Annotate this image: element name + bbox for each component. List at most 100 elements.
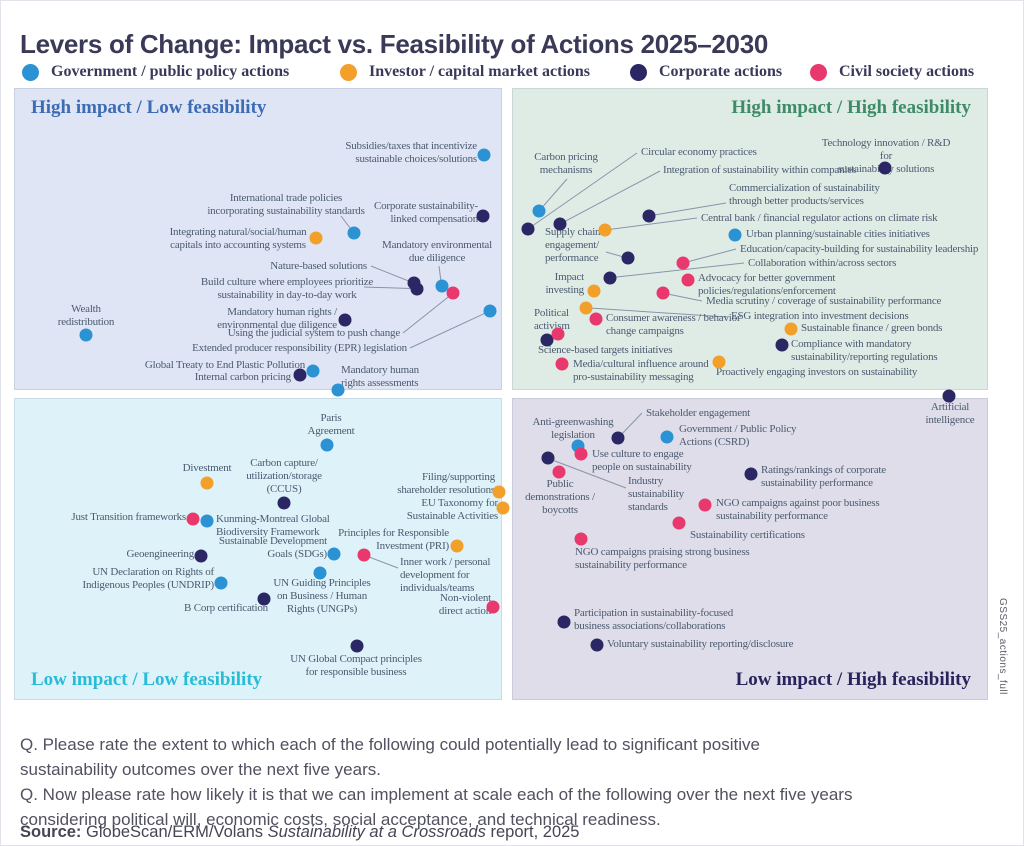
chart-point-label: Industry sustainability standards	[628, 475, 684, 513]
footer-question-1: Q. Please rate the extent to which each …	[20, 735, 760, 779]
chart-point	[552, 465, 566, 479]
chart-point	[676, 256, 690, 270]
chart-point-label: Mandatory environmental due diligence	[382, 239, 492, 264]
chart-point	[186, 512, 200, 526]
chart-point	[656, 286, 670, 300]
chart-point	[492, 485, 506, 499]
legend-label: Investor / capital market actions	[369, 63, 591, 80]
chart-point	[293, 368, 307, 382]
quadrant-bl: Low impact / Low feasibility	[14, 398, 502, 700]
chart-point	[681, 273, 695, 287]
chart-point-label: Commercialization of sustainability thro…	[729, 182, 880, 207]
chart-point	[540, 333, 554, 347]
chart-point-label: Filing/supporting shareholder resolution…	[397, 471, 495, 496]
chart-point	[553, 217, 567, 231]
chart-point-label: Sustainability certifications	[690, 529, 805, 541]
chart-point-label: Political activism	[534, 307, 570, 332]
chart-point	[532, 204, 546, 218]
chart-point-label: Geoengineering	[126, 548, 195, 560]
chart-point-label: Carbon pricing mechanisms	[534, 151, 598, 176]
chart-point	[313, 566, 327, 580]
source-line: Source: GlobeScan/ERM/Volans Sustainabil…	[20, 823, 579, 842]
chart-point-label: Mandatory human rights / environmental d…	[217, 306, 337, 331]
chart-point-label: Use culture to engage people on sustaina…	[592, 448, 692, 473]
chart-point	[477, 148, 491, 162]
chart-point-label: Principles for Responsible Investment (P…	[338, 527, 449, 552]
chart-point-label: Circular economy practices	[641, 146, 757, 158]
chart-point	[728, 228, 742, 242]
chart-point-label: Education/capacity-building for sustaina…	[740, 243, 979, 255]
chart-point	[598, 223, 612, 237]
chart-point	[555, 357, 569, 371]
chart-point	[496, 501, 510, 515]
chart-point	[410, 282, 424, 296]
chart-point	[338, 313, 352, 327]
chart-legend: Government / public policy actions Invest…	[0, 60, 1024, 84]
chart-point	[214, 576, 228, 590]
chart-point-label: Non-violent direct action	[438, 592, 491, 617]
footer-question-2: Q. Now please rate how likely it is that…	[20, 785, 853, 829]
legend-item: Government / public policy actions	[22, 60, 289, 84]
chart-point-label: Integrating natural/social/human capital…	[169, 226, 307, 251]
chart-point	[541, 451, 555, 465]
legend-label: Government / public policy actions	[51, 63, 290, 80]
chart-point	[642, 209, 656, 223]
legend-item: Investor / capital market actions	[340, 60, 590, 84]
chart-point-label: Carbon capture/ utilization/storage (CCU…	[246, 457, 322, 495]
legend-item: Corporate actions	[630, 60, 782, 84]
chart-point-label: Compliance with mandatory sustainability…	[791, 338, 938, 363]
chart-point-label: Paris Agreement	[307, 412, 355, 437]
chart-point-label: Science-based targets initiatives	[538, 344, 673, 356]
chart-point	[603, 271, 617, 285]
chart-point-label: International trade policies incorporati…	[207, 192, 365, 217]
quadrant-label-high-impact-high-feasibility: High impact / High feasibility	[731, 97, 971, 118]
source-report-name: Sustainability at a Crossroads	[267, 822, 486, 841]
chart-point-label: B Corp certification	[184, 602, 268, 614]
chart-point	[574, 447, 588, 461]
chart-point	[775, 338, 789, 352]
chart-point-label: Stakeholder engagement	[646, 407, 751, 419]
chart-point	[327, 547, 341, 561]
quadrant-label-low-impact-high-feasibility: Low impact / High feasibility	[735, 669, 971, 690]
chart-point	[194, 549, 208, 563]
chart-point	[611, 431, 625, 445]
chart-point-label: UN Declaration on Rights of Indigenous P…	[82, 566, 215, 591]
source-text: GlobeScan/ERM/Volans	[81, 822, 268, 841]
chart-point-label: Government / Public Policy Actions (CSRD…	[679, 423, 797, 448]
chart-point-label: Corporate sustainability- linked compens…	[373, 200, 478, 225]
chart-point	[446, 286, 460, 300]
chart-point-label: Ratings/rankings of corporate sustainabi…	[761, 464, 886, 489]
chart-point	[744, 467, 758, 481]
chart-point	[587, 284, 601, 298]
chart-point-label: Divestment	[182, 462, 232, 474]
chart-point	[306, 364, 320, 378]
chart-point-label: Kunming-Montreal Global Biodiversity Fra…	[216, 513, 330, 538]
chart-point-label: Central bank / financial regulator actio…	[701, 212, 938, 224]
chart-point-label: Media scrutiny / coverage of sustainabil…	[706, 295, 942, 307]
chart-point	[450, 539, 464, 553]
chart-point	[257, 592, 271, 606]
chart-point	[277, 496, 291, 510]
legend-swatch-icon	[810, 63, 827, 81]
quadrant-tr: High impact / High feasibility	[512, 88, 988, 390]
chart-point	[350, 639, 364, 653]
chart-point	[476, 209, 490, 223]
chart-point	[574, 532, 588, 546]
chart-point	[79, 328, 93, 342]
chart-point-label: Wealth redistribution	[57, 303, 115, 328]
chart-point	[784, 322, 798, 336]
chart-point-label: Voluntary sustainability reporting/discl…	[607, 638, 794, 650]
chart-point	[331, 383, 345, 397]
chart-point-label: Nature-based solutions	[270, 260, 367, 272]
side-note: GSS25_actions_full	[997, 598, 1008, 695]
chart-point-label: UN Global Compact principles for respons…	[290, 653, 422, 678]
legend-swatch-icon	[630, 63, 647, 81]
chart-point	[200, 476, 214, 490]
chart-point-label: Internal carbon pricing	[194, 371, 291, 383]
chart-point-label: EU Taxonomy for Sustainable Activities	[406, 497, 498, 522]
legend-swatch-icon	[340, 63, 357, 81]
legend-label: Corporate actions	[659, 63, 783, 80]
chart-point-label: Public demonstrations / boycotts	[525, 478, 595, 516]
chart-point-label: NGO campaigns praising strong business s…	[575, 546, 750, 571]
chart-point-label: Participation in sustainability-focused …	[574, 607, 733, 632]
